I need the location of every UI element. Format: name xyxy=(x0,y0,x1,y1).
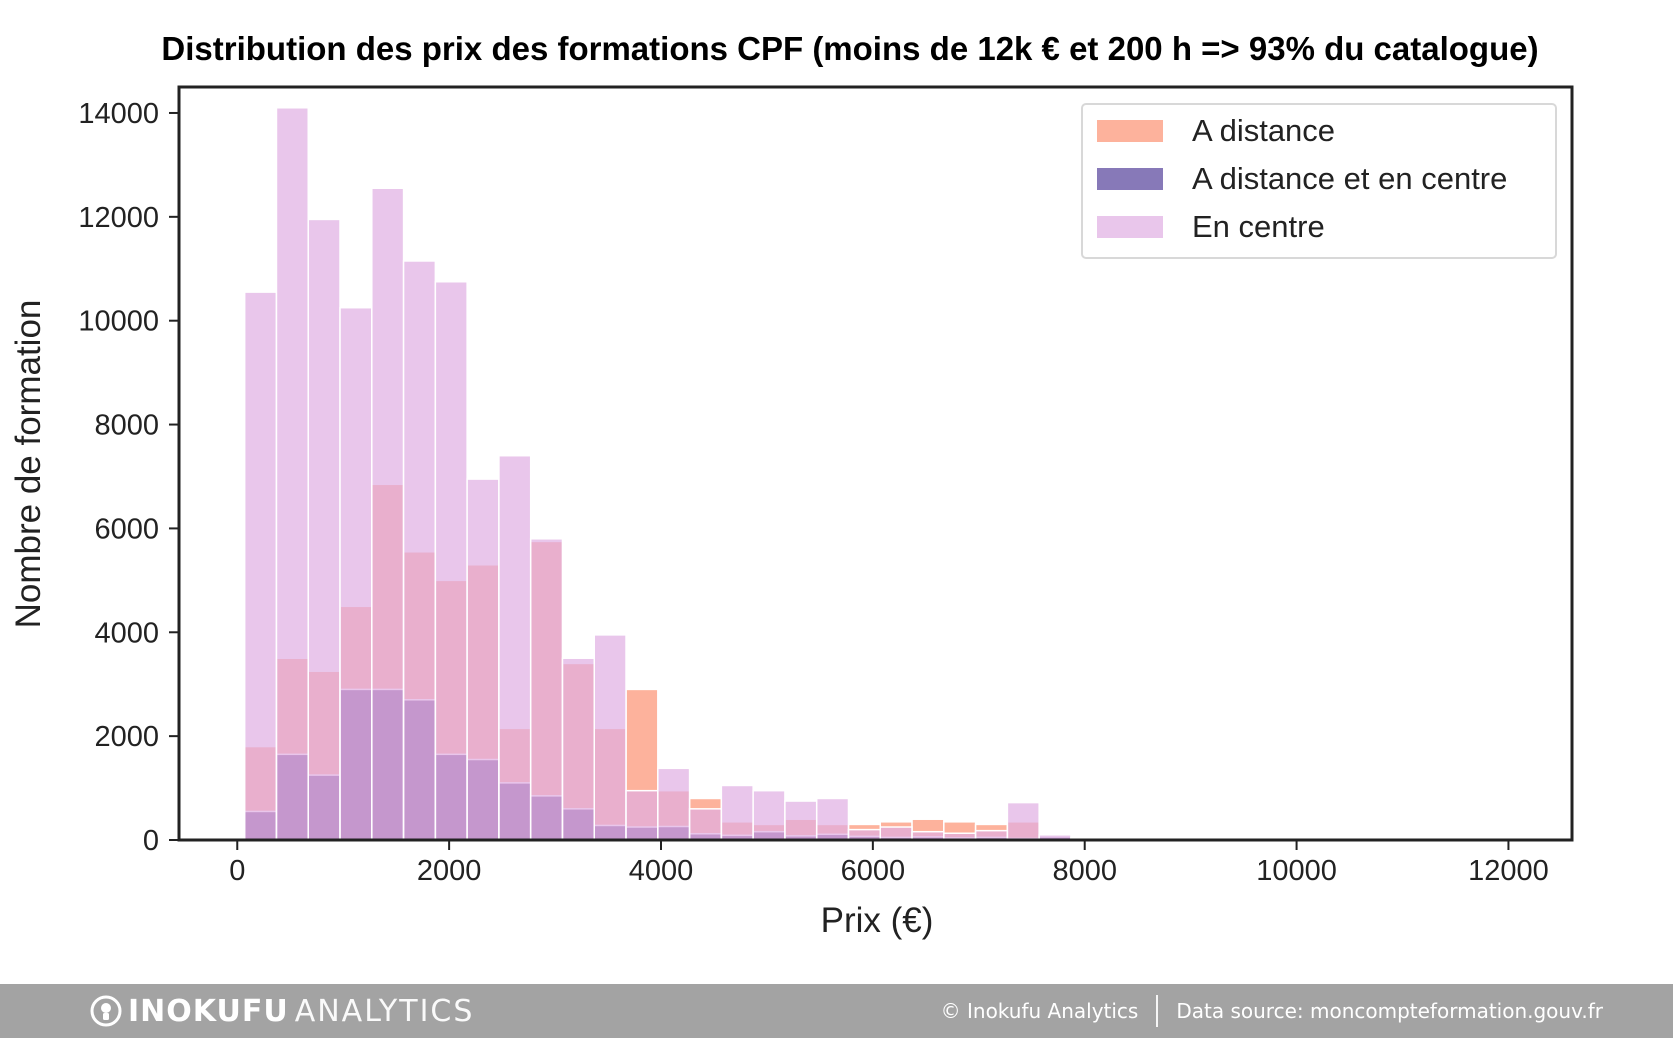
legend-label: A distance et en centre xyxy=(1192,161,1507,196)
lightbulb-icon xyxy=(90,995,122,1027)
series-en-centre xyxy=(243,107,1104,841)
x-tick-label: 2000 xyxy=(417,855,482,887)
footer: INOKUFU ANALYTICS © Inokufu Analytics Da… xyxy=(0,984,1673,1038)
x-tick-label: 4000 xyxy=(629,855,694,887)
legend: A distance A distance et en centre En cent… xyxy=(1081,103,1557,259)
y-tick-label: 0 xyxy=(143,825,159,857)
bar xyxy=(275,107,309,841)
x-tick-label: 12000 xyxy=(1468,855,1549,887)
footer-separator xyxy=(1156,995,1159,1027)
y-tick-label: 2000 xyxy=(94,721,159,753)
bars-layer xyxy=(243,107,1104,841)
bar xyxy=(847,828,882,841)
brand-name: INOKUFU xyxy=(128,993,289,1029)
x-tick-label: 0 xyxy=(229,855,245,887)
y-tick-label: 14000 xyxy=(78,98,159,130)
bar xyxy=(371,187,405,841)
legend-label: A distance xyxy=(1192,113,1335,148)
bar xyxy=(752,789,786,841)
bar xyxy=(339,306,373,841)
bar xyxy=(1006,801,1040,841)
bar xyxy=(625,789,659,841)
bar xyxy=(434,280,468,841)
axes-layer: 0 2000 4000 6000 8000 10000 12000 0 2000 4000 6000… xyxy=(78,85,1574,887)
bar xyxy=(688,808,723,841)
x-tick-label: 6000 xyxy=(841,855,906,887)
legend-swatch xyxy=(1097,120,1163,142)
bar xyxy=(529,538,564,841)
x-tick-label: 8000 xyxy=(1052,855,1117,887)
y-tick-label: 4000 xyxy=(94,617,159,649)
bar xyxy=(561,657,596,841)
chart: 0 2000 4000 6000 8000 10000 12000 0 2000 4000 6000… xyxy=(9,30,1574,940)
bar xyxy=(784,800,818,841)
brand-subtitle: ANALYTICS xyxy=(294,993,475,1029)
y-tick-label: 8000 xyxy=(94,410,159,442)
chart-title: Distribution des prix des formations CPF… xyxy=(161,30,1538,67)
y-tick-label: 12000 xyxy=(78,202,159,234)
bar xyxy=(402,260,437,841)
y-tick-label: 6000 xyxy=(94,513,159,545)
bar xyxy=(720,784,754,841)
y-axis-label: Nombre de formation xyxy=(9,300,48,629)
copyright-text: © Inokufu Analytics xyxy=(940,999,1139,1023)
x-axis-label: Prix (€) xyxy=(821,901,934,940)
bar xyxy=(498,454,532,841)
bar xyxy=(657,767,691,841)
legend-box xyxy=(1081,103,1557,259)
y-tick-label: 10000 xyxy=(78,306,159,338)
bar xyxy=(466,478,500,841)
x-tick-label: 10000 xyxy=(1256,855,1337,887)
legend-swatch xyxy=(1097,168,1163,190)
legend-swatch xyxy=(1097,216,1163,238)
brand: INOKUFU ANALYTICS xyxy=(90,993,475,1029)
bar xyxy=(243,291,278,841)
plot-frame xyxy=(177,85,1574,842)
bar xyxy=(593,634,627,841)
bar xyxy=(307,218,341,841)
bar xyxy=(815,797,850,841)
bar xyxy=(879,826,913,841)
legend-label: En centre xyxy=(1192,209,1325,244)
data-source-text: Data source: moncompteformation.gouv.fr xyxy=(1176,999,1603,1023)
credits: © Inokufu Analytics Data source: moncomp… xyxy=(940,995,1603,1027)
